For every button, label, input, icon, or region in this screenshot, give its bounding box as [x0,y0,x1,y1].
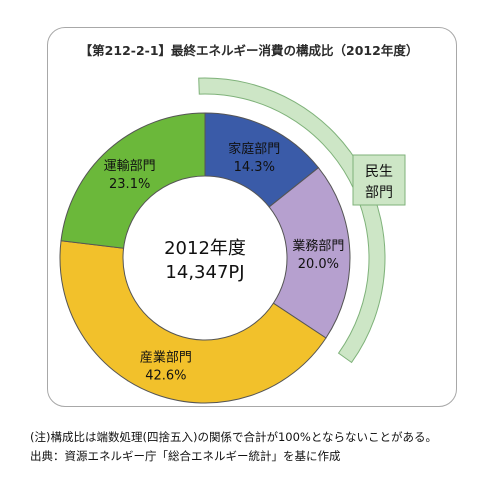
group-bracket [198,77,386,364]
footnote-rounding: (注)構成比は端数処理(四捨五入)の関係で合計が100%とならないことがある。 [30,430,437,444]
chart-title: 【第212-2-1】最終エネルギー消費の構成比（2012年度） [79,43,419,58]
slice-value-business: 20.0% [298,257,339,272]
slice-label-household: 家庭部門 [228,141,280,157]
slice-value-transport: 23.1% [109,177,150,192]
footnotes: (注)構成比は端数処理(四捨五入)の関係で合計が100%とならないことがある。 … [30,428,437,466]
group-bracket-box [352,154,406,206]
slice-value-household: 14.3% [234,160,275,175]
slice-business [268,166,351,339]
footnote-source: 出典：資源エネルギー庁「総合エネルギー統計」を基に作成 [30,449,341,463]
slice-label-transport: 運輸部門 [104,159,156,174]
group-bracket-label-line2: 部門 [365,185,393,201]
center-label-year: 2012年度 [164,238,246,259]
slice-label-business: 業務部門 [292,238,344,254]
center-label-total: 14,347PJ [165,262,244,283]
group-bracket-label-line1: 民生 [365,164,393,180]
slice-industry [59,240,327,404]
slice-label-industry: 産業部門 [140,350,192,366]
slice-transport [60,112,206,249]
slice-value-industry: 42.6% [145,369,186,384]
